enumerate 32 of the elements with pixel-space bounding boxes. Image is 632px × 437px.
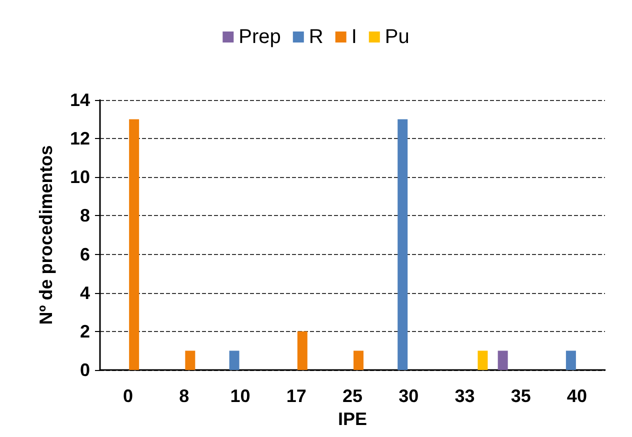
y-tick-label: 2 — [80, 321, 90, 342]
y-tick-label: 10 — [70, 167, 90, 188]
y-tick-label: 4 — [80, 282, 90, 303]
legend-label: R — [308, 26, 324, 48]
bar — [297, 331, 308, 370]
legend-label: Prep — [238, 26, 281, 48]
bar — [129, 119, 140, 370]
y-tick-label: 14 — [70, 90, 90, 110]
y-tick-label: 6 — [80, 244, 90, 264]
bar — [354, 350, 364, 370]
bar — [398, 119, 408, 370]
x-tick-label: 25 — [342, 386, 363, 406]
x-tick-label: 30 — [398, 386, 419, 406]
x-tick-label: 0 — [123, 386, 134, 406]
x-tick-label: 10 — [230, 386, 250, 406]
x-tick-label: 8 — [179, 386, 190, 406]
x-tick-label: 17 — [286, 386, 306, 406]
bar — [229, 350, 240, 370]
y-tick-label: 0 — [80, 360, 90, 380]
y-tick-label: 12 — [70, 128, 90, 149]
y-axis-title: Nº de procedimentos — [36, 145, 56, 325]
y-tick-label: 8 — [80, 206, 90, 226]
legend-label: I — [351, 26, 357, 48]
bar — [498, 350, 508, 370]
legend-label: Pu — [384, 26, 410, 48]
x-tick-label: 33 — [454, 386, 475, 406]
x-axis-title: IPE — [338, 408, 368, 429]
x-tick-label: 40 — [566, 386, 587, 406]
bar — [185, 350, 196, 370]
bar — [566, 350, 576, 370]
x-tick-label: 35 — [510, 386, 531, 406]
bar — [478, 350, 488, 370]
